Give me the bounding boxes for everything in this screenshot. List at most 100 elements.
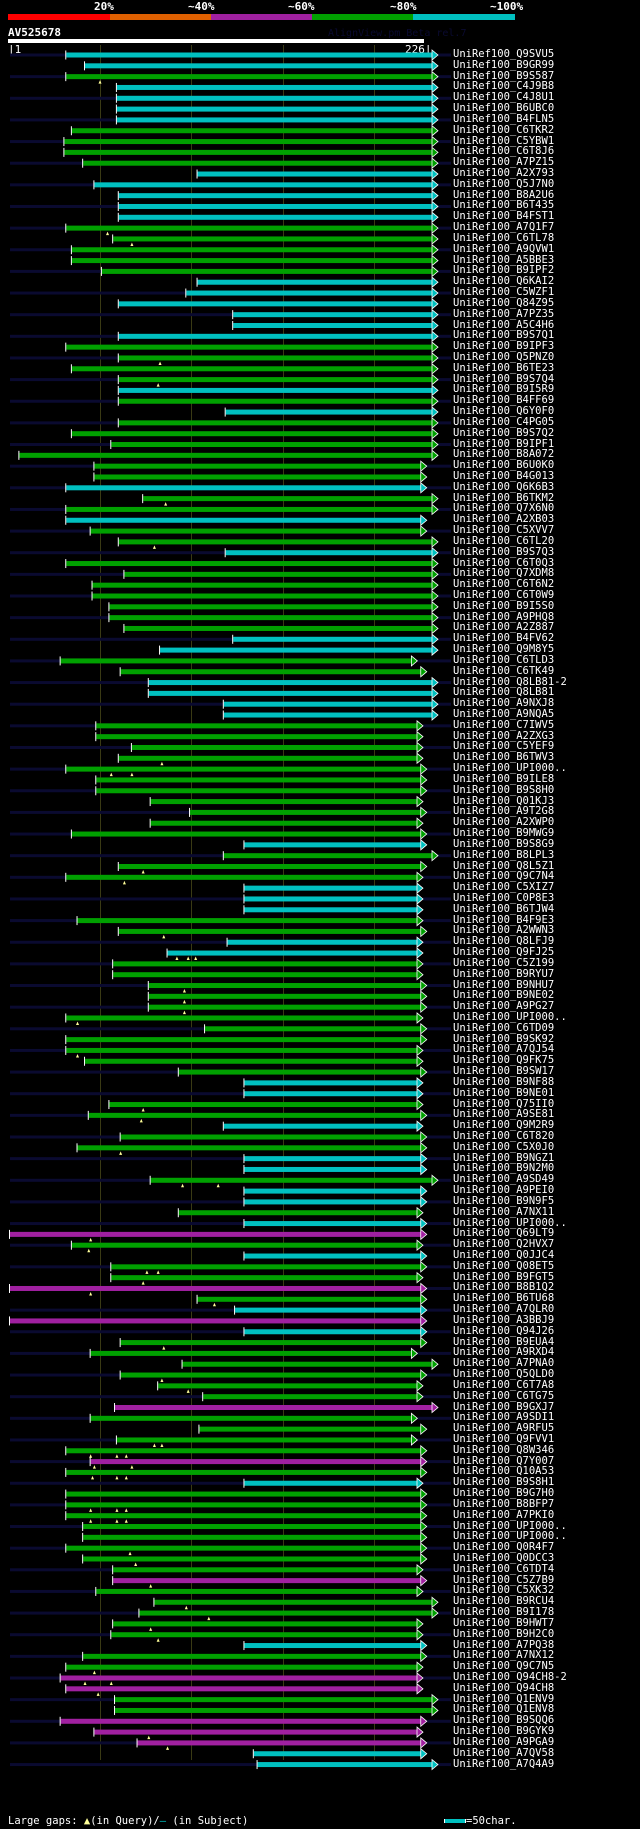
hit-bar[interactable]: [85, 1058, 417, 1064]
hit-label[interactable]: UniRef100_B9GR99: [453, 58, 555, 71]
hit-bar[interactable]: [244, 1253, 421, 1259]
hit-row[interactable]: [243, 882, 424, 894]
hit-bar[interactable]: [120, 669, 421, 675]
hit-label[interactable]: UniRef100_B4F9E3: [453, 913, 555, 926]
hit-row[interactable]: [243, 839, 428, 851]
hit-label[interactable]: UniRef100_A9T2G8: [453, 805, 555, 818]
hit-bar[interactable]: [154, 1599, 432, 1605]
hit-row[interactable]: [10, 157, 451, 170]
hit-label[interactable]: UniRef100_A9SE81: [453, 1108, 555, 1121]
hit-label[interactable]: UniRef100_B9SQQ6: [453, 1714, 555, 1727]
hit-row[interactable]: [112, 233, 439, 246]
hit-row[interactable]: [10, 1369, 451, 1383]
hit-bar[interactable]: [10, 1285, 421, 1291]
hit-row[interactable]: [10, 373, 451, 387]
hit-row[interactable]: [10, 1196, 451, 1208]
hit-row[interactable]: [10, 49, 451, 61]
hit-row[interactable]: [10, 655, 451, 667]
hit-bar[interactable]: [66, 1545, 421, 1551]
hit-row[interactable]: [147, 687, 439, 700]
hit-label[interactable]: UniRef100_A7PQ38: [453, 1638, 555, 1651]
hit-bar[interactable]: [66, 561, 433, 567]
hit-row[interactable]: [65, 1488, 428, 1500]
hit-label[interactable]: UniRef100_Q9C7N5: [453, 1660, 555, 1673]
hit-label[interactable]: UniRef100_UPI000..: [453, 762, 567, 775]
hit-label[interactable]: UniRef100_C5YBW1: [453, 134, 555, 147]
hit-bar[interactable]: [113, 1621, 417, 1627]
hit-row[interactable]: [84, 1055, 424, 1068]
hit-row[interactable]: [10, 70, 451, 84]
hit-row[interactable]: [198, 1423, 428, 1435]
hit-row[interactable]: [93, 1726, 424, 1740]
hit-row[interactable]: [10, 611, 451, 624]
hit-label[interactable]: UniRef100_B9EUA4: [453, 1335, 555, 1348]
hit-row[interactable]: [117, 925, 428, 939]
hit-label[interactable]: UniRef100_A2XB03: [453, 513, 555, 526]
hit-bar[interactable]: [118, 387, 432, 393]
hit-row[interactable]: [142, 492, 439, 506]
hit-label[interactable]: UniRef100_B6TE23: [453, 361, 555, 374]
hit-bar[interactable]: [115, 1405, 432, 1410]
hit-row[interactable]: [10, 1672, 451, 1685]
hit-row[interactable]: [70, 362, 439, 375]
hit-label[interactable]: UniRef100_Q9SVU5: [453, 48, 555, 60]
hit-label[interactable]: UniRef100_A9SDI1: [453, 1411, 555, 1424]
hit-label[interactable]: UniRef100_B9NGZ1: [453, 1151, 555, 1164]
hit-row[interactable]: [196, 168, 439, 180]
hit-row[interactable]: [10, 1260, 451, 1274]
hit-row[interactable]: [10, 1325, 451, 1338]
hit-bar[interactable]: [120, 1372, 421, 1378]
hit-bar[interactable]: [66, 344, 433, 350]
hit-row[interactable]: [10, 1715, 451, 1728]
hit-label[interactable]: UniRef100_C6TG75: [453, 1389, 555, 1402]
hit-bar[interactable]: [118, 355, 432, 361]
hit-label[interactable]: UniRef100_Q94CH8: [453, 1681, 555, 1694]
hit-label[interactable]: UniRef100_C6TL78: [453, 231, 555, 244]
hit-row[interactable]: [243, 903, 424, 916]
hit-bar[interactable]: [190, 809, 421, 815]
hit-bar[interactable]: [66, 1513, 421, 1519]
hit-bar[interactable]: [19, 452, 432, 458]
hit-label[interactable]: UniRef100_B9IPF3: [453, 340, 555, 353]
hit-row[interactable]: [112, 1618, 424, 1631]
hit-label[interactable]: UniRef100_C5X0J0: [453, 1140, 555, 1153]
hit-row[interactable]: [115, 103, 439, 115]
hit-label[interactable]: UniRef100_B8B1Q2: [453, 1281, 555, 1294]
hit-row[interactable]: [10, 1087, 451, 1100]
hit-label[interactable]: UniRef100_A7QLR0: [453, 1303, 555, 1316]
hit-row[interactable]: [196, 1293, 428, 1307]
hit-row[interactable]: [10, 200, 451, 213]
hit-label[interactable]: UniRef100_B9NE02: [453, 989, 555, 1002]
hit-label[interactable]: UniRef100_B9G7H0: [453, 1487, 555, 1500]
hit-row[interactable]: [65, 341, 439, 353]
hit-label[interactable]: UniRef100_A9RFU5: [453, 1422, 555, 1435]
hit-label[interactable]: UniRef100_A5BBE3: [453, 253, 555, 266]
hit-row[interactable]: [10, 546, 451, 559]
hit-row[interactable]: [10, 222, 451, 236]
hit-row[interactable]: [153, 1596, 439, 1610]
hit-row[interactable]: [112, 968, 424, 981]
hit-row[interactable]: [93, 471, 428, 483]
hit-label[interactable]: UniRef100_B9IPF2: [453, 264, 555, 277]
hit-bar[interactable]: [131, 744, 417, 750]
hit-row[interactable]: [10, 828, 451, 840]
hit-bar[interactable]: [77, 1145, 421, 1151]
hit-bar[interactable]: [90, 1350, 412, 1356]
hit-row[interactable]: [177, 1206, 424, 1219]
hit-row[interactable]: [149, 817, 424, 830]
hit-bar[interactable]: [118, 214, 432, 220]
hit-label[interactable]: UniRef100_C5XIZ7: [453, 881, 555, 894]
hit-bar[interactable]: [233, 636, 432, 642]
hit-row[interactable]: [10, 741, 451, 754]
hit-label[interactable]: UniRef100_B4FV62: [453, 632, 555, 645]
hit-row[interactable]: [10, 1477, 451, 1490]
hit-label[interactable]: UniRef100_B6TWV3: [453, 751, 555, 764]
hit-label[interactable]: UniRef100_Q5QLD0: [453, 1368, 555, 1381]
hit-row[interactable]: [10, 92, 451, 105]
hit-row[interactable]: [232, 319, 439, 332]
hit-label[interactable]: UniRef100_B9RYU7: [453, 967, 555, 980]
hit-row[interactable]: [65, 1466, 428, 1480]
hit-label[interactable]: UniRef100_Q75II0: [453, 1097, 555, 1110]
hit-row[interactable]: [95, 774, 428, 786]
hit-bar[interactable]: [90, 1459, 421, 1465]
